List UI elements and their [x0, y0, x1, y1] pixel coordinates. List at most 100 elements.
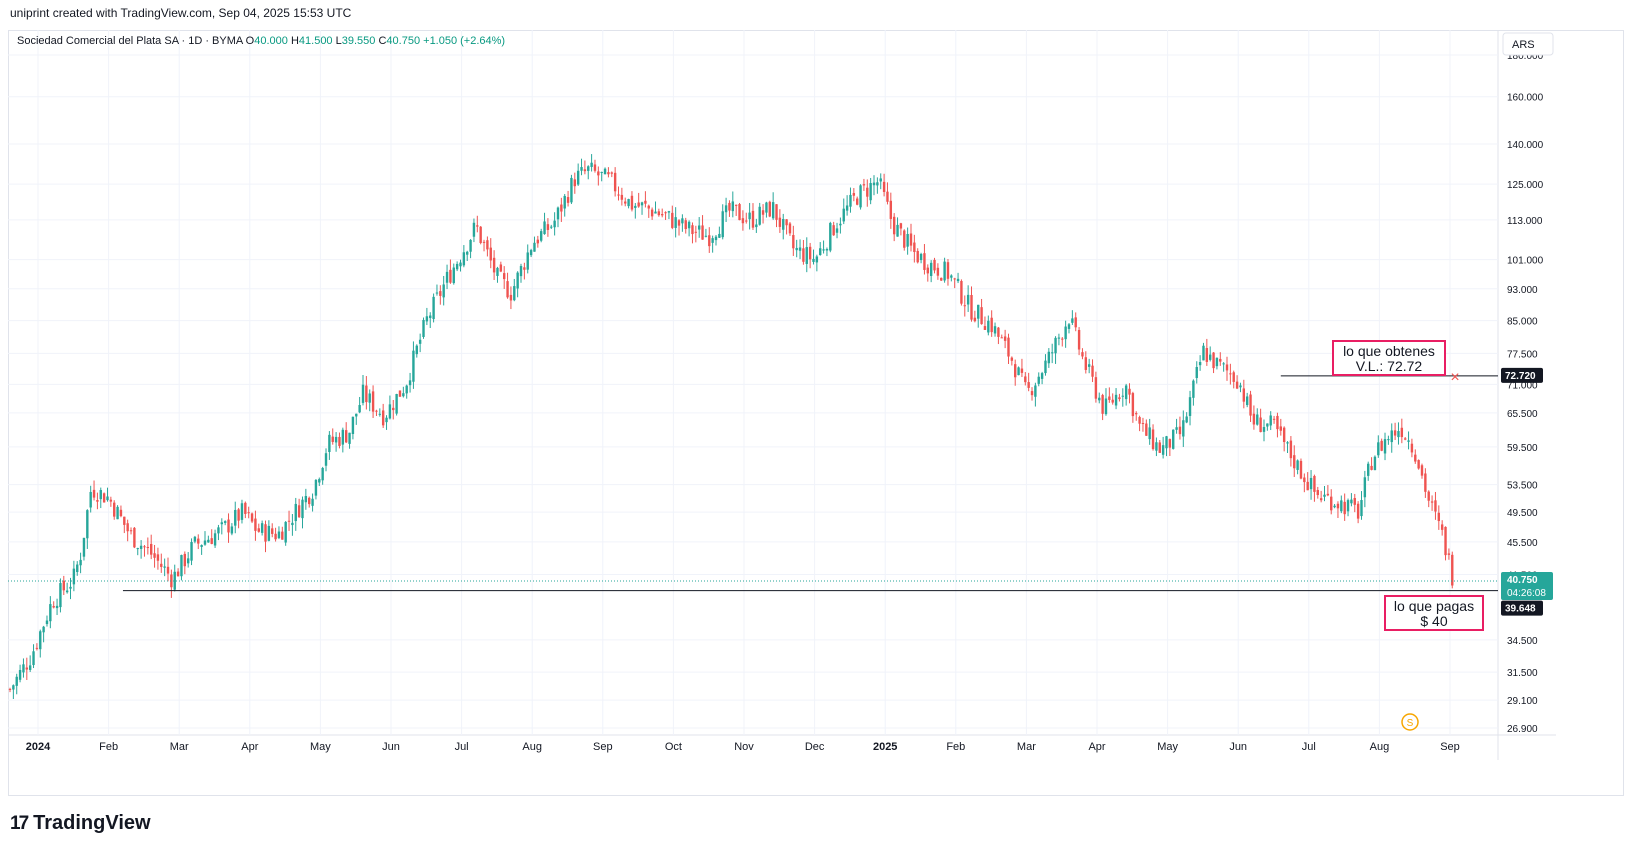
candle-body: [566, 197, 570, 203]
x-tick-label: Jul: [455, 741, 469, 753]
candle-body: [297, 505, 301, 518]
candle-body: [782, 219, 785, 230]
horizontal-line-price-badge: [1501, 600, 1543, 616]
tv-logo-icon: 17: [10, 812, 29, 834]
candle-body: [1390, 430, 1393, 443]
candle-body: [129, 530, 133, 532]
candle-body: [156, 554, 160, 561]
currency-box[interactable]: [1502, 32, 1554, 56]
candle-body: [499, 264, 503, 272]
candle-body: [1319, 498, 1323, 501]
candle-body: [1245, 396, 1249, 406]
candle-body: [832, 225, 835, 236]
candle-body: [1071, 318, 1074, 323]
horizontal-line-price-label: 72.720: [1505, 371, 1536, 382]
candle-body: [291, 522, 294, 526]
candle-body: [613, 172, 617, 192]
candle-body: [903, 230, 906, 248]
candle-body: [220, 522, 223, 525]
candle-body: [896, 224, 899, 237]
candle-body: [1198, 361, 1202, 366]
candle-body: [560, 204, 563, 212]
candle-body: [661, 214, 664, 216]
candle-body: [519, 265, 523, 277]
candle-body: [139, 545, 143, 549]
candle-body: [1279, 426, 1282, 431]
candle-body: [284, 521, 287, 543]
candle-body: [1030, 391, 1034, 396]
candle-body: [664, 212, 667, 214]
candle-body: [193, 536, 197, 542]
candle-body: [755, 224, 758, 228]
y-tick-label: 140.000: [1507, 140, 1544, 151]
candle-body: [1161, 445, 1165, 455]
candle-body: [109, 499, 113, 502]
tradingview-logo[interactable]: 17 TradingView: [10, 812, 151, 835]
candle-body: [509, 294, 513, 301]
candle-body: [180, 555, 183, 577]
candle-body: [392, 407, 395, 411]
candle-body: [254, 518, 257, 531]
x-tick-label: Apr: [241, 741, 258, 753]
candle-body: [1225, 364, 1229, 371]
candle-body: [492, 257, 496, 273]
candle-body: [909, 233, 913, 246]
candle-body: [879, 178, 882, 182]
candle-body: [314, 479, 318, 496]
candle-body: [993, 326, 997, 334]
candle-body: [459, 262, 462, 267]
change-value: +1.050 (+2.64%): [423, 35, 506, 47]
candle-body: [59, 583, 62, 608]
candle-body: [89, 491, 92, 508]
candle-body: [79, 559, 82, 566]
candle-body: [768, 201, 771, 217]
y-tick-label: 101.000: [1507, 256, 1544, 267]
candle-body: [1451, 554, 1454, 586]
candle-body: [1047, 351, 1051, 364]
candle-body: [805, 247, 808, 264]
candle-body: [503, 273, 506, 280]
annotation-box-obtenes[interactable]: [1332, 340, 1446, 376]
annotation-box-pagas[interactable]: [1384, 595, 1484, 631]
candle-body: [368, 393, 371, 403]
candle-body: [1064, 326, 1067, 340]
dividend-marker[interactable]: [1401, 713, 1419, 731]
candle-body: [815, 256, 819, 263]
candle-body: [355, 413, 358, 417]
candle-body: [721, 211, 724, 238]
candle-body: [728, 202, 731, 211]
candle-body: [1168, 439, 1172, 448]
candle-body: [348, 432, 351, 444]
candle-body: [1182, 420, 1185, 437]
candle-body: [462, 252, 466, 266]
candle-body: [39, 631, 42, 650]
candle-body: [408, 380, 412, 386]
candle-body: [247, 512, 250, 514]
candle-body: [1007, 337, 1010, 357]
candle-body: [449, 269, 452, 283]
candle-body: [418, 339, 422, 344]
symbol-title[interactable]: Sociedad Comercial del Plata SA · 1D · B…: [17, 35, 243, 47]
candle-body: [573, 179, 576, 187]
candle-body: [395, 394, 398, 414]
candle-body: [1316, 490, 1319, 496]
candle-body: [956, 278, 960, 282]
candle-body: [590, 162, 593, 167]
candle-body: [1326, 493, 1330, 496]
candle-body: [576, 170, 580, 185]
y-tick-label: 160.000: [1507, 93, 1544, 104]
candle-body: [281, 531, 284, 540]
candle-body: [22, 664, 25, 673]
candle-body: [913, 242, 916, 253]
candle-body: [1346, 500, 1350, 512]
candle-body: [15, 676, 18, 686]
candle-body: [630, 195, 634, 210]
candle-body: [334, 436, 338, 443]
candle-body: [358, 405, 361, 413]
candle-body: [1081, 352, 1084, 357]
candle-body: [771, 202, 775, 219]
candle-body: [452, 267, 455, 284]
candle-body: [1205, 348, 1209, 362]
low-value: 39.550: [341, 35, 376, 47]
